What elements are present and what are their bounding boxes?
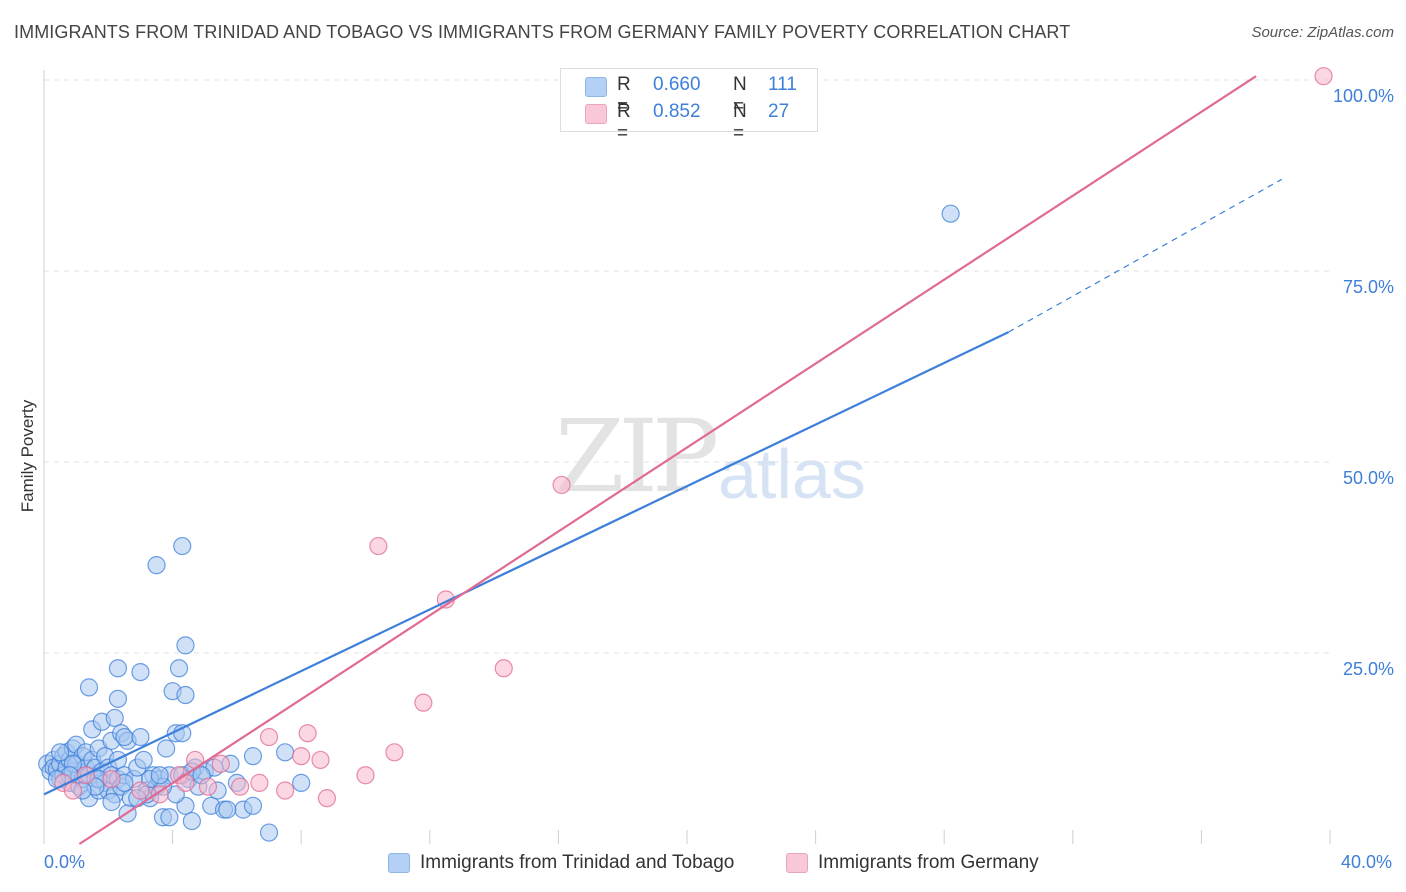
legend-r-label: R = <box>617 101 631 144</box>
point-trinidad <box>259 823 279 842</box>
point-germany <box>494 659 513 678</box>
point-trinidad <box>147 556 166 575</box>
point-trinidad <box>941 204 960 223</box>
point-germany <box>276 781 295 800</box>
point-trinidad <box>243 796 263 815</box>
chart-source: Source: ZipAtlas.com <box>1251 24 1394 41</box>
y-tick-label: 50.0% <box>1342 468 1394 488</box>
point-trinidad <box>176 636 195 655</box>
point-germany <box>414 693 433 712</box>
point-germany <box>356 766 375 785</box>
bottom-legend-swatch-germany <box>786 853 808 873</box>
point-trinidad <box>105 708 124 728</box>
legend-r-value-germany: 0.852 <box>653 101 701 122</box>
y-tick-label: 25.0% <box>1342 659 1394 679</box>
point-trinidad <box>108 689 128 708</box>
watermark-atlas: atlas <box>718 435 866 513</box>
point-trinidad <box>176 685 195 705</box>
point-germany <box>385 743 404 762</box>
legend-swatch-trinidad <box>585 77 607 97</box>
point-trinidad <box>131 662 150 682</box>
bottom-legend-swatch-trinidad <box>388 853 410 873</box>
point-germany <box>292 747 311 766</box>
point-trinidad <box>243 747 263 766</box>
legend-r-value-trinidad: 0.660 <box>653 74 701 95</box>
point-germany <box>176 773 195 792</box>
point-trinidad <box>134 750 153 770</box>
point-trinidad <box>131 727 150 747</box>
point-trinidad <box>102 792 121 812</box>
legend-n-label: N = <box>733 101 747 144</box>
chart-title: IMMIGRANTS FROM TRINIDAD AND TOBAGO VS I… <box>14 22 1071 42</box>
point-germany <box>198 777 218 796</box>
x-tick-label-min: 0.0% <box>44 852 86 872</box>
point-germany <box>102 769 121 789</box>
point-germany <box>231 777 250 796</box>
legend-n-value-trinidad: 111 <box>768 74 797 95</box>
legend-n-value-germany: 27 <box>768 101 790 122</box>
point-germany <box>63 781 83 800</box>
point-germany <box>552 475 571 495</box>
trendline-trinidad-extension <box>1008 178 1283 333</box>
point-trinidad <box>160 808 179 827</box>
point-germany <box>298 724 317 743</box>
point-trinidad <box>169 659 189 678</box>
point-trinidad <box>218 800 237 819</box>
trendline-trinidad <box>43 331 1009 796</box>
point-trinidad <box>182 811 201 831</box>
point-germany <box>317 789 337 808</box>
point-trinidad <box>173 536 192 556</box>
x-tick-label-max: 40.0% <box>1340 852 1392 872</box>
stats-legend: R = 0.660 N = 111 R = 0.852 N = 27 <box>560 68 818 144</box>
point-germany <box>259 727 279 747</box>
point-trinidad <box>115 727 134 747</box>
bottom-legend-label-germany: Immigrants from Germany <box>818 852 1039 873</box>
point-germany <box>311 750 330 770</box>
legend-swatch-germany <box>585 104 607 124</box>
point-trinidad <box>79 678 99 697</box>
point-germany <box>211 754 230 773</box>
trendline-germany <box>78 75 1257 845</box>
point-trinidad <box>157 739 176 758</box>
y-tick-label: 75.0% <box>1342 277 1394 297</box>
point-germany <box>369 536 388 556</box>
point-trinidad <box>150 766 169 785</box>
legend-r-label: R = <box>617 74 631 117</box>
point-trinidad <box>292 773 311 792</box>
point-trinidad <box>108 659 128 678</box>
watermark-zip: ZIP <box>555 398 719 515</box>
y-tick-label: 100.0% <box>1332 86 1394 106</box>
point-germany <box>186 750 205 770</box>
point-germany <box>250 773 269 792</box>
legend-n-label: N = <box>733 74 747 117</box>
point-trinidad <box>50 743 70 762</box>
point-trinidad <box>276 743 295 762</box>
point-germany <box>1314 67 1333 86</box>
point-germany <box>131 781 150 800</box>
bottom-legend-label-trinidad: Immigrants from Trinidad and Tobago <box>420 852 735 873</box>
y-axis-label: Family Poverty <box>18 399 37 513</box>
